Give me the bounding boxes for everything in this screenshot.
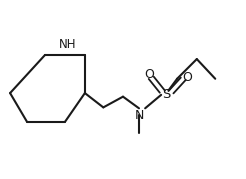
Text: N: N <box>134 109 144 122</box>
Text: S: S <box>162 88 170 101</box>
Text: O: O <box>144 68 154 81</box>
Text: O: O <box>182 71 192 84</box>
Text: NH: NH <box>59 38 76 51</box>
